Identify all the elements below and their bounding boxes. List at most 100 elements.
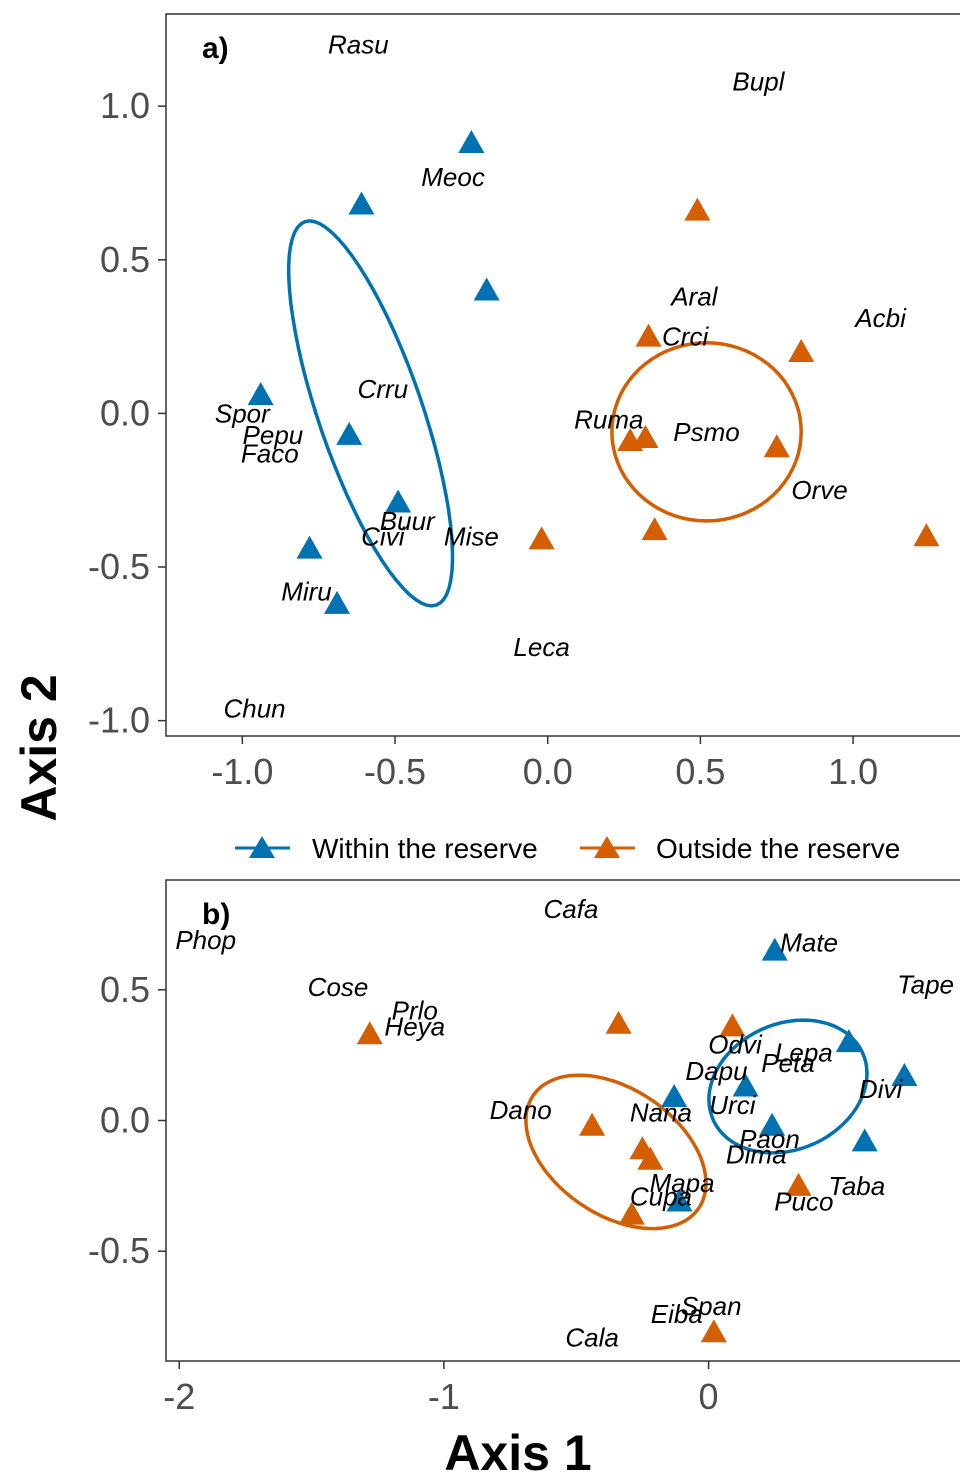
y-tick-label: 0.0	[100, 1100, 150, 1141]
species-label: Dano	[490, 1095, 552, 1125]
x-tick-label: 0.0	[523, 751, 573, 792]
species-label: Chun	[223, 693, 285, 723]
species-label: Pepu	[243, 420, 304, 450]
point-outside	[700, 1319, 727, 1343]
point-outside	[785, 1172, 812, 1196]
x-tick-label: -0.5	[364, 751, 426, 792]
x-tick-label: -1	[428, 1376, 460, 1417]
legend: Within the reserve Outside the reserve	[235, 833, 900, 864]
species-label: Acbi	[853, 303, 907, 333]
point-within	[661, 1083, 688, 1107]
legend-within-label: Within the reserve	[312, 833, 538, 864]
x-axis-title: Axis 1	[444, 1425, 591, 1477]
point-outside	[618, 1201, 645, 1225]
species-label: Ruma	[574, 405, 643, 435]
species-label: Spor	[215, 398, 271, 428]
species-label: Cupa	[630, 1181, 692, 1211]
species-label: Crru	[358, 374, 409, 404]
species-label: Mise	[444, 521, 499, 551]
species-label: Crci	[662, 322, 709, 352]
point-within	[473, 277, 500, 301]
y-tick-label: 0.5	[100, 239, 150, 280]
y-tick-label: 0.5	[100, 969, 150, 1010]
species-label: Rasu	[328, 30, 389, 60]
point-outside	[684, 197, 711, 221]
panel-border	[165, 879, 960, 1362]
point-outside	[605, 1010, 632, 1034]
species-label: Cafa	[543, 894, 598, 924]
point-outside	[635, 323, 662, 347]
confidence-ellipse-within	[707, 1018, 869, 1155]
point-outside	[763, 434, 790, 458]
species-label: Tape	[897, 970, 954, 1000]
panel-border	[165, 13, 960, 737]
species-label: Orve	[791, 475, 847, 505]
species-label: Buur	[380, 506, 436, 536]
legend-outside-label: Outside the reserve	[656, 833, 900, 864]
point-outside	[579, 1112, 606, 1136]
x-tick-label: 0	[699, 1376, 719, 1417]
species-label: Span	[681, 1291, 742, 1321]
y-tick-label: 1.0	[100, 85, 150, 126]
species-label: Taba	[828, 1171, 885, 1201]
species-label: Dima	[726, 1139, 787, 1169]
point-within	[891, 1063, 918, 1087]
x-tick-label: -2	[163, 1376, 195, 1417]
point-outside	[719, 1013, 746, 1037]
species-label: Dapu	[685, 1056, 747, 1086]
x-tick-label: -1.0	[211, 751, 273, 792]
point-within	[759, 1112, 786, 1136]
point-within	[296, 535, 323, 559]
point-within	[247, 381, 274, 405]
point-outside	[788, 338, 815, 362]
y-tick-label: -1.0	[88, 700, 150, 741]
point-outside	[632, 424, 659, 448]
species-label: Aral	[669, 282, 718, 312]
point-within	[385, 489, 412, 513]
species-label: Nana	[630, 1098, 692, 1128]
species-label: Puco	[774, 1187, 833, 1217]
species-label: Miru	[281, 577, 332, 607]
point-within	[835, 1029, 862, 1053]
species-label: Lepa	[775, 1038, 833, 1068]
species-label: Prlo	[392, 996, 438, 1026]
point-within	[336, 421, 363, 445]
point-outside	[356, 1021, 383, 1045]
species-label: Divi	[859, 1074, 904, 1104]
point-within	[851, 1128, 878, 1152]
species-label: Psmo	[673, 417, 739, 447]
species-label: Peta	[761, 1048, 815, 1078]
point-within	[458, 130, 485, 154]
species-label: Leca	[513, 632, 569, 662]
y-axis-title: Axis 2	[11, 674, 67, 821]
point-within	[324, 590, 351, 614]
x-tick-label: 1.0	[828, 751, 878, 792]
species-label: Odvi	[708, 1030, 763, 1060]
species-label: Cose	[308, 972, 369, 1002]
y-tick-label: 0.0	[100, 392, 150, 433]
point-within	[348, 191, 375, 215]
point-within	[732, 1073, 759, 1097]
species-label: Heya	[384, 1011, 445, 1041]
species-label: Civi	[361, 521, 406, 551]
y-tick-label: -0.5	[88, 546, 150, 587]
species-label: Bupl	[732, 67, 785, 97]
confidence-ellipse-within	[286, 219, 455, 608]
species-label: Faco	[241, 438, 299, 468]
confidence-ellipse-outside	[524, 1073, 708, 1231]
species-label: Phop	[175, 925, 236, 955]
panel-label: b)	[202, 898, 230, 931]
species-label: Meoc	[421, 162, 485, 192]
legend-within-triangle	[249, 836, 275, 858]
species-label: Mate	[780, 928, 838, 958]
point-within	[666, 1188, 693, 1212]
point-outside	[637, 1146, 664, 1170]
x-tick-label: 0.5	[675, 751, 725, 792]
point-outside	[913, 523, 940, 547]
species-label: Mapa	[650, 1168, 715, 1198]
point-within	[761, 937, 788, 961]
species-label: Paon	[739, 1124, 800, 1154]
species-label: Eiba	[651, 1299, 703, 1329]
panel-label: a)	[202, 32, 229, 65]
